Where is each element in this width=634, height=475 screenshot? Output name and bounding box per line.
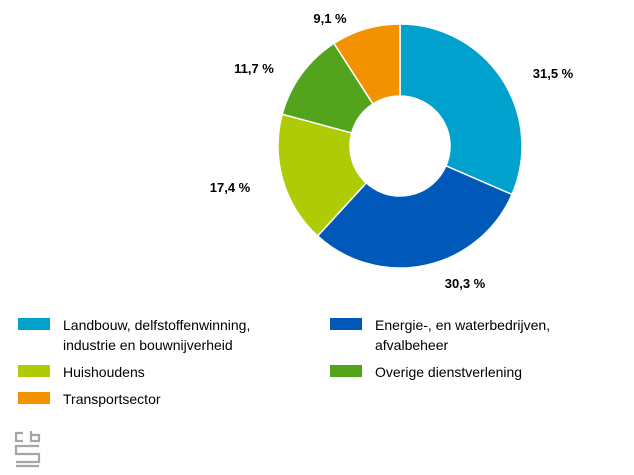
legend-label: Overige dienstverlening [375, 364, 523, 380]
slice-transportsector [332, 23, 401, 105]
cbs-logo [14, 431, 41, 468]
legend-swatch [18, 365, 50, 377]
slice-label-overige-dienstverlening: 11,7 % [234, 61, 274, 76]
legend-label: Energie-, en waterbedrijven, afvalbeheer [375, 317, 551, 353]
slice-label-huishoudens: 17,4 % [210, 180, 251, 195]
legend-swatch [330, 318, 362, 330]
slice-energie [316, 164, 513, 269]
slice-label-landbouw: 31,5 % [533, 66, 574, 81]
legend-swatch [18, 318, 50, 330]
legend-label: Transportsector [63, 391, 161, 407]
legend-label: Landbouw, delfstoffenwinning, industrie … [63, 317, 251, 353]
slice-label-energie: 30,3 % [445, 276, 486, 291]
slice-label-transportsector: 9,1 % [313, 11, 347, 26]
legend-swatch [330, 365, 362, 377]
legend-label: Huishoudens [63, 364, 145, 380]
legend-swatch [18, 392, 50, 404]
slice-landbouw [399, 23, 523, 196]
slice-huishoudens [277, 113, 368, 238]
donut-chart: 31,5 % 30,3 % 17,4 % 11,7 % 9,1 % [210, 11, 574, 291]
